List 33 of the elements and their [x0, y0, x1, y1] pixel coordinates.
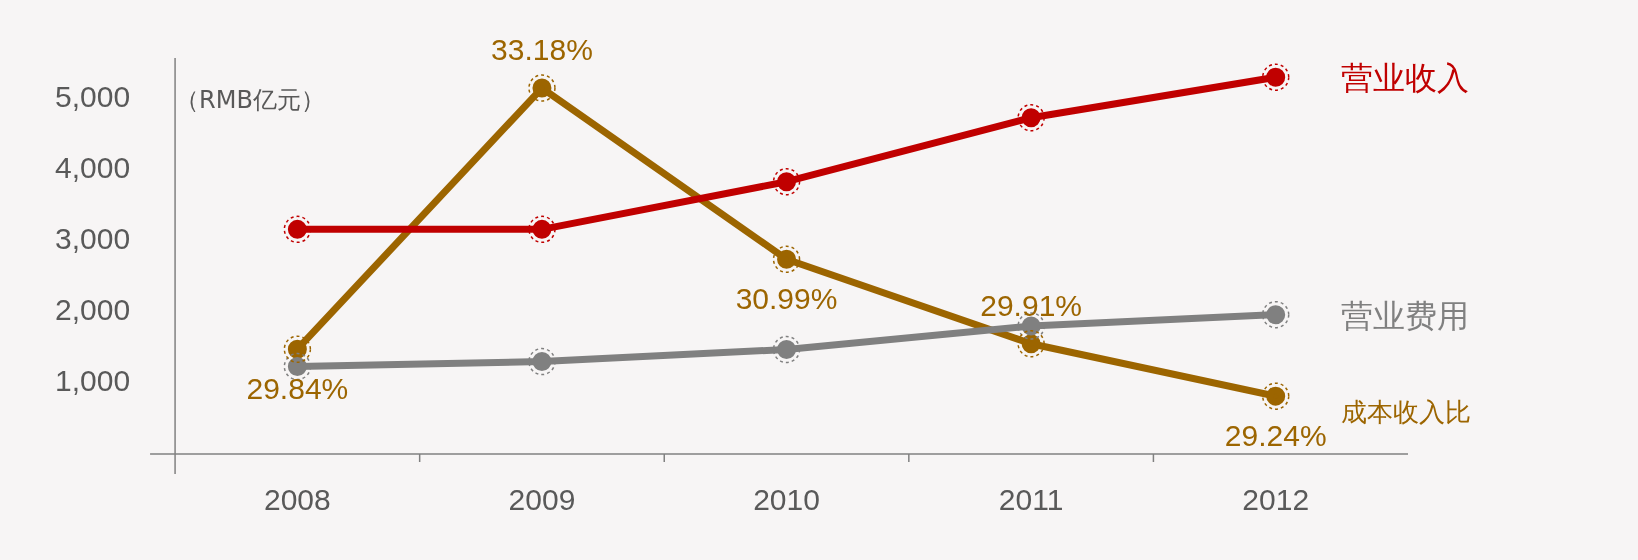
- data-label: 29.84%: [246, 372, 349, 406]
- point: [772, 245, 801, 274]
- x-tick-label: 2010: [753, 483, 820, 517]
- y-tick-label: 2,000: [55, 293, 131, 327]
- point: [528, 215, 556, 244]
- point: [1017, 103, 1045, 132]
- point: [1261, 63, 1290, 91]
- y-tick-label: 4,000: [55, 150, 131, 184]
- text: 成本收入比: [1340, 397, 1471, 428]
- point: [528, 74, 556, 102]
- data-label: 30.99%: [735, 282, 838, 316]
- x-tick-label: 2009: [508, 483, 576, 517]
- y-axis-title: （RMB亿元）: [175, 86, 325, 114]
- point: [283, 352, 312, 381]
- point: [283, 335, 312, 363]
- y-tick-label: 5,000: [55, 79, 131, 113]
- point: [1261, 300, 1290, 329]
- x-tick-label: 2012: [1242, 483, 1310, 517]
- y-tick-label: 1,000: [55, 364, 131, 398]
- point: [1017, 329, 1045, 358]
- series-label: 营业收入: [1340, 59, 1469, 98]
- point: [528, 347, 556, 376]
- point: [772, 335, 801, 364]
- point: [283, 215, 312, 244]
- x-tick-label: 2011: [998, 483, 1064, 517]
- series-label: 营业费用: [1340, 296, 1469, 335]
- data-label: 29.24%: [1224, 419, 1327, 453]
- y-tick-label: 3,000: [55, 221, 131, 255]
- point: [1261, 382, 1290, 410]
- data-label: 33.18%: [491, 33, 593, 67]
- point: [772, 167, 801, 196]
- x-tick-label: 2008: [263, 483, 331, 517]
- data-label: 29.91%: [980, 288, 1082, 322]
